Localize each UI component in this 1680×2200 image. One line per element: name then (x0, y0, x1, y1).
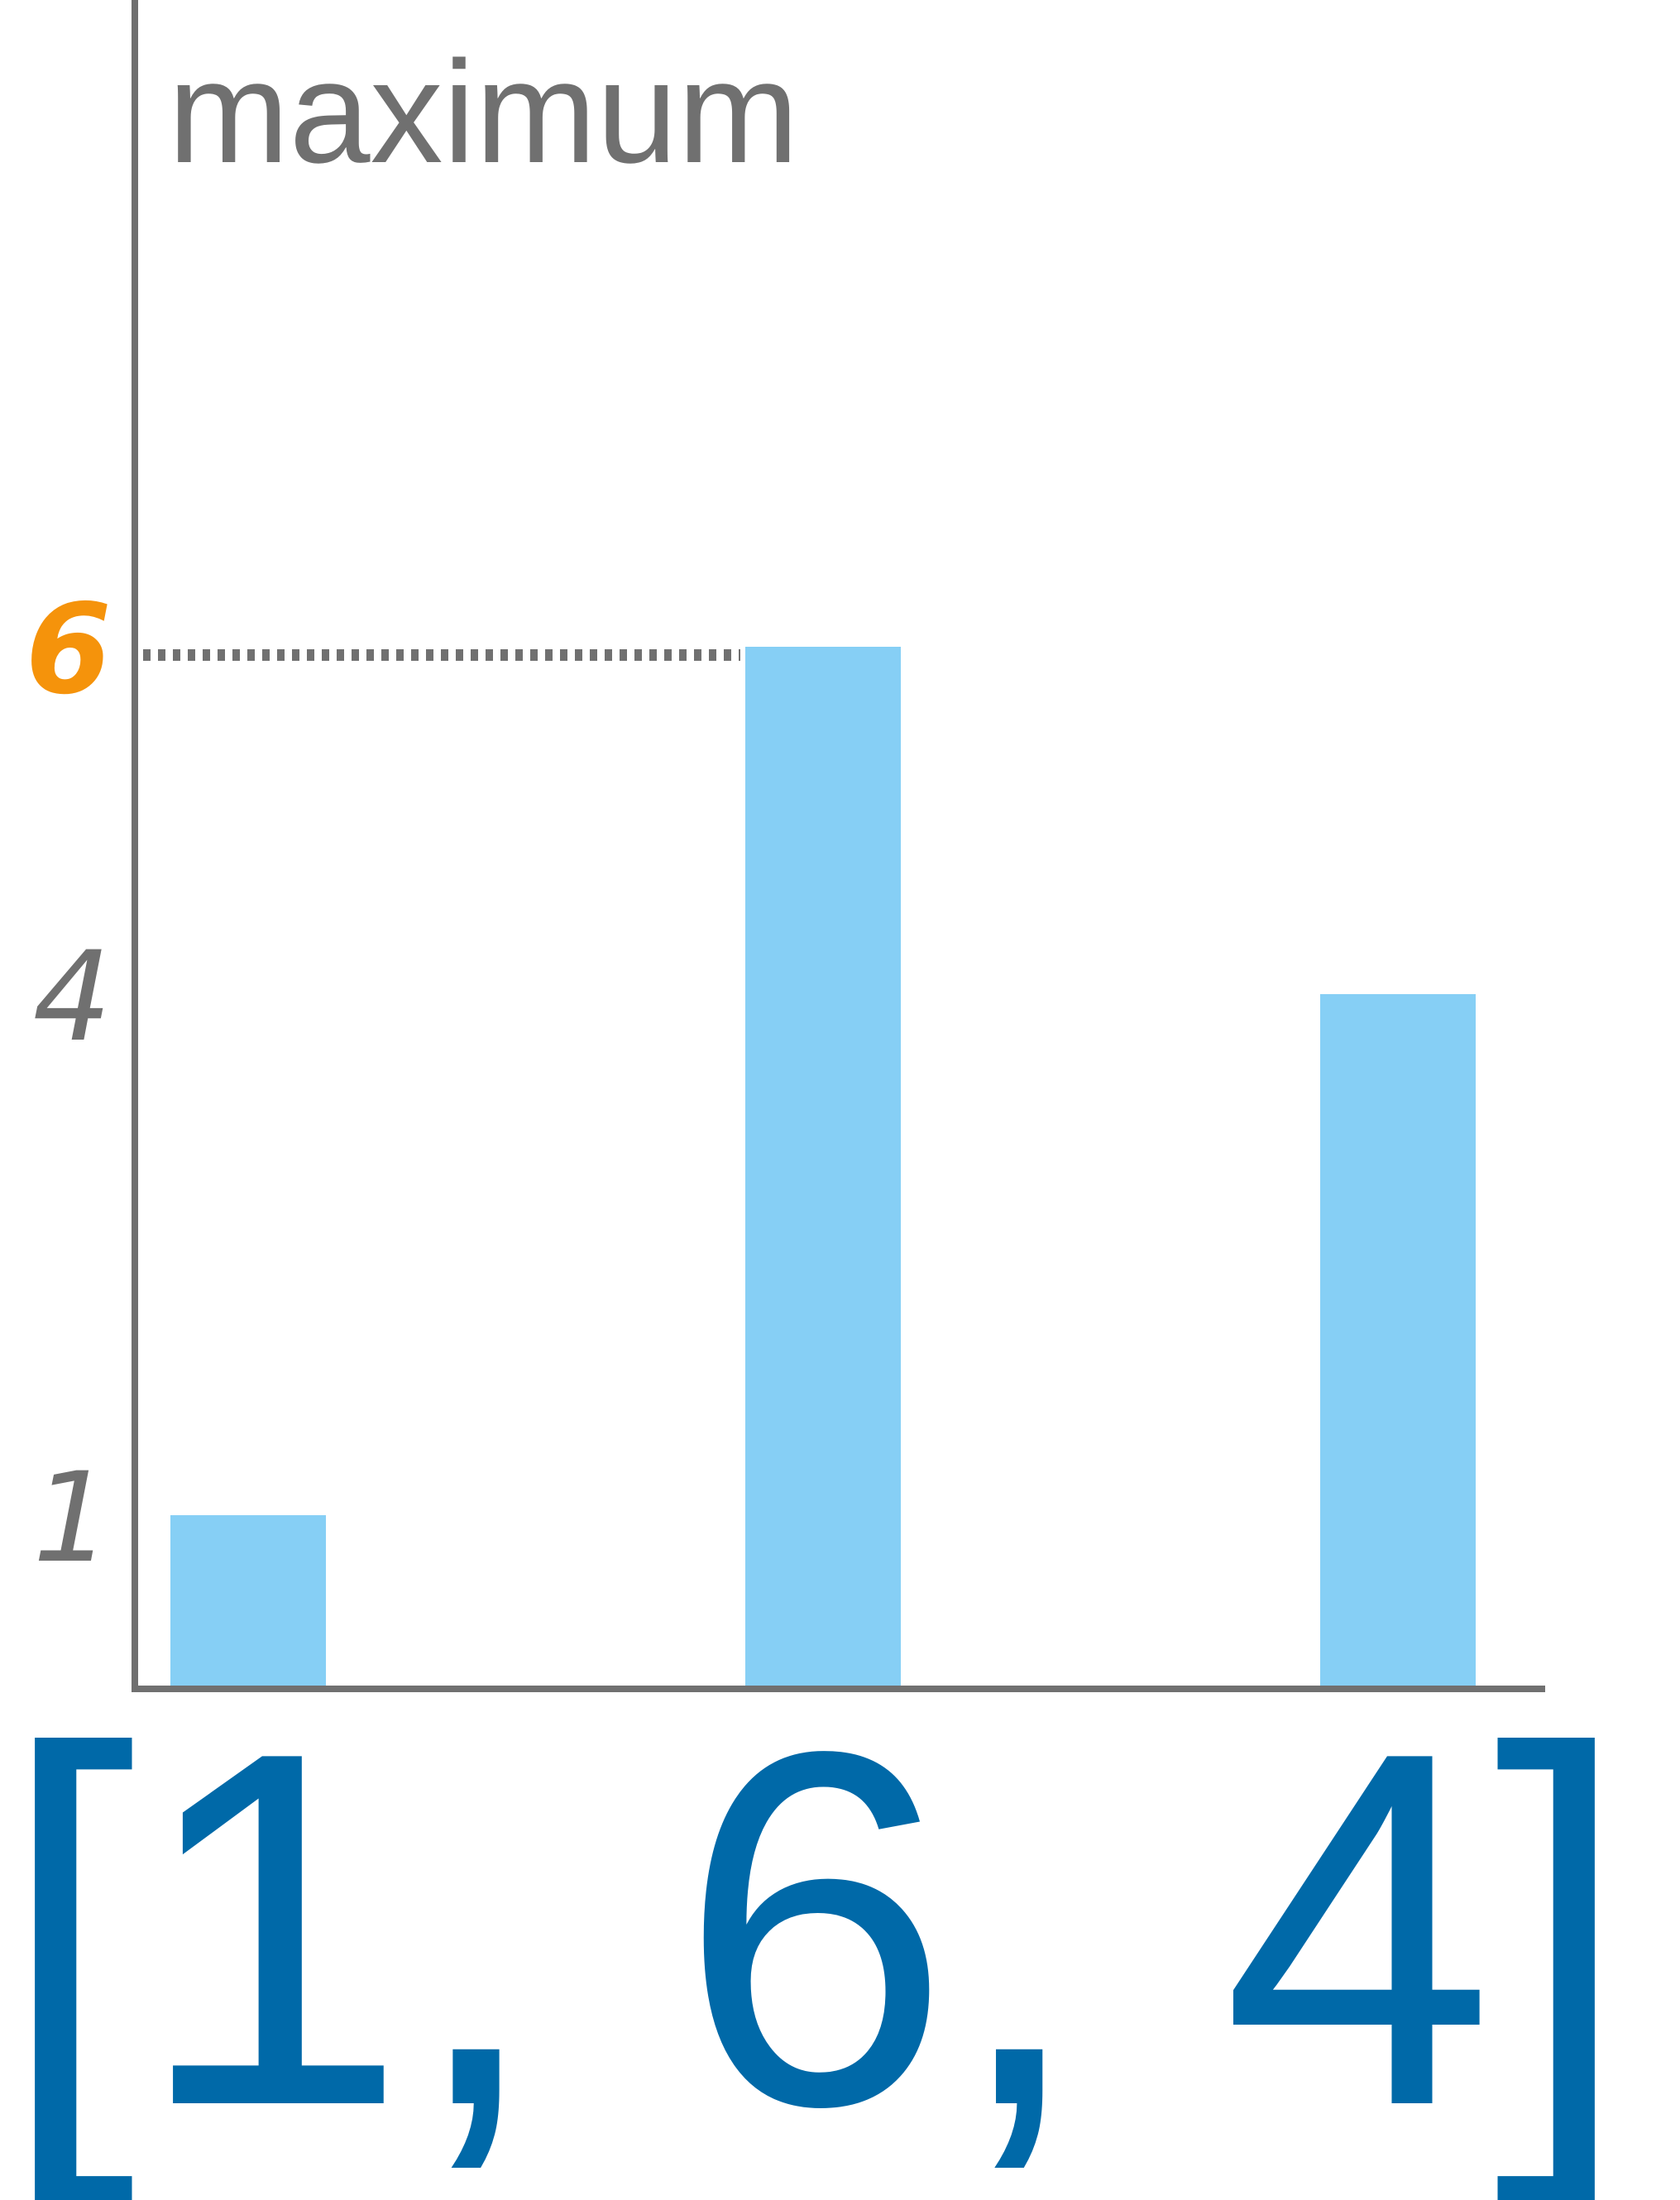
bars-layer (170, 647, 1476, 1689)
maximum-annotation: maximum (168, 31, 799, 194)
bar-3 (1320, 994, 1476, 1689)
y-tick-4: 4 (33, 925, 112, 1069)
y-tick-labels: 1 4 6 (26, 578, 112, 1590)
y-tick-1: 1 (33, 1447, 112, 1590)
bar-2 (745, 647, 901, 1689)
bar-1 (170, 1515, 326, 1689)
y-tick-max: 6 (26, 578, 112, 722)
array-literal-label: [1, 6, 4] (0, 1648, 1630, 2200)
